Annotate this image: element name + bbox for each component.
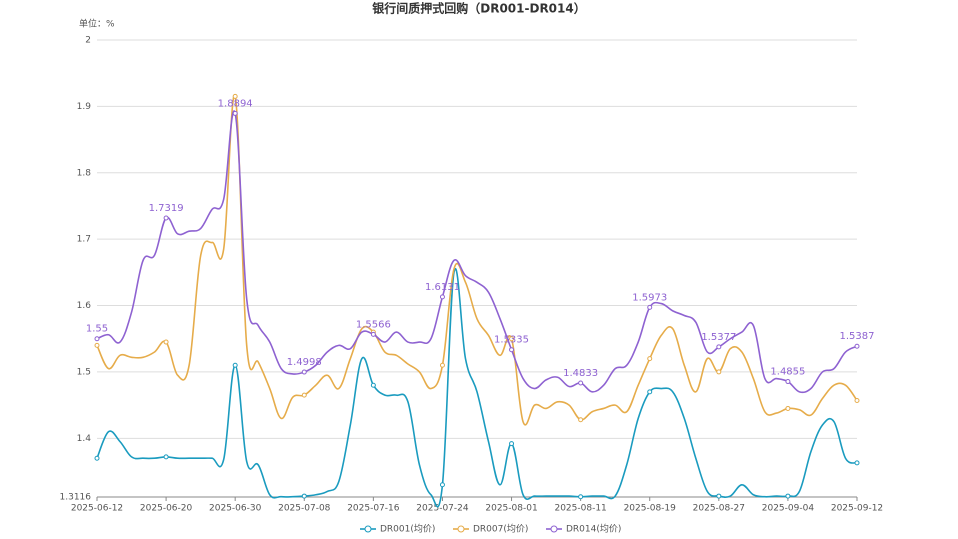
x-tick-label: 2025-08-27 [693, 504, 745, 514]
marker [578, 417, 584, 423]
marker [716, 344, 722, 350]
marker [785, 493, 791, 499]
line [96, 94, 858, 426]
x-tick-label: 2025-06-12 [71, 504, 123, 514]
x-tick-label: 2025-06-20 [140, 504, 193, 514]
marker [439, 294, 445, 300]
y-tick-label: 1.3116 [60, 493, 92, 503]
line [96, 268, 858, 508]
value-label: 1.5973 [632, 292, 667, 303]
x-tick-label: 2025-09-12 [831, 504, 883, 514]
value-label: 1.4833 [563, 368, 598, 379]
marker [370, 382, 376, 388]
legend-label: DR007(均价) [473, 523, 528, 535]
marker [785, 379, 791, 385]
marker [716, 493, 722, 499]
y-axis-label: 单位：% [79, 18, 115, 30]
marker [578, 380, 584, 386]
marker [854, 460, 860, 466]
marker [232, 110, 238, 116]
marker [301, 392, 307, 398]
marker [163, 454, 169, 460]
marker [301, 369, 307, 375]
marker [509, 336, 515, 342]
value-label: 1.7319 [149, 203, 184, 214]
legend-label: DR001(均价) [380, 523, 435, 535]
value-label: 1.55 [86, 324, 108, 335]
marker [509, 441, 515, 447]
legend-marker [550, 525, 558, 533]
marker [94, 455, 100, 461]
x-tick-label: 2025-07-24 [416, 504, 469, 514]
value-label: 1.5377 [701, 332, 736, 343]
marker [232, 362, 238, 368]
line [96, 110, 858, 394]
y-tick-label: 1.9 [77, 102, 92, 112]
marker [370, 331, 376, 337]
y-tick-label: 1.4 [77, 434, 92, 444]
marker [94, 342, 100, 348]
marker [163, 339, 169, 345]
y-tick-label: 2 [85, 36, 91, 46]
marker [301, 493, 307, 499]
legend-label: DR014(均价) [566, 523, 621, 535]
x-tick-label: 2025-07-08 [278, 504, 331, 514]
value-label: 1.5387 [840, 331, 875, 342]
legend-marker [364, 525, 372, 533]
x-tick-label: 2025-08-11 [554, 504, 606, 514]
marker [439, 362, 445, 368]
value-label: 1.5335 [494, 335, 529, 346]
marker [647, 389, 653, 395]
marker [716, 369, 722, 375]
y-tick-label: 1.8 [77, 168, 92, 178]
y-tick-label: 1.7 [77, 235, 91, 245]
value-label: 1.4855 [770, 367, 805, 378]
marker [854, 397, 860, 403]
marker [509, 347, 515, 353]
x-tick-label: 2025-08-19 [624, 504, 677, 514]
marker [854, 343, 860, 349]
marker [785, 405, 791, 411]
y-tick-label: 1.5 [77, 367, 91, 377]
value-label: 1.5566 [356, 319, 391, 330]
x-tick-label: 2025-09-04 [762, 504, 815, 514]
marker [578, 494, 584, 500]
value-label: 1.4998 [287, 357, 322, 368]
x-tick-label: 2025-06-30 [209, 504, 262, 514]
legend-item: DR014(均价) [546, 523, 621, 535]
chart-title: 银行间质押式回购（DR001-DR014） [372, 1, 585, 16]
value-label: 1.6131 [425, 282, 460, 293]
x-tick-label: 2025-08-01 [485, 504, 537, 514]
legend-marker [457, 525, 465, 533]
value-label: 1.8894 [218, 98, 253, 109]
marker [647, 304, 653, 310]
legend-item: DR007(均价) [453, 523, 528, 535]
y-tick-label: 1.6 [77, 301, 92, 311]
marker [439, 482, 445, 488]
x-tick-label: 2025-07-16 [347, 504, 400, 514]
legend-item: DR001(均价) [360, 523, 435, 535]
marker [232, 93, 238, 99]
marker [163, 215, 169, 221]
marker [94, 336, 100, 342]
marker [647, 356, 653, 362]
